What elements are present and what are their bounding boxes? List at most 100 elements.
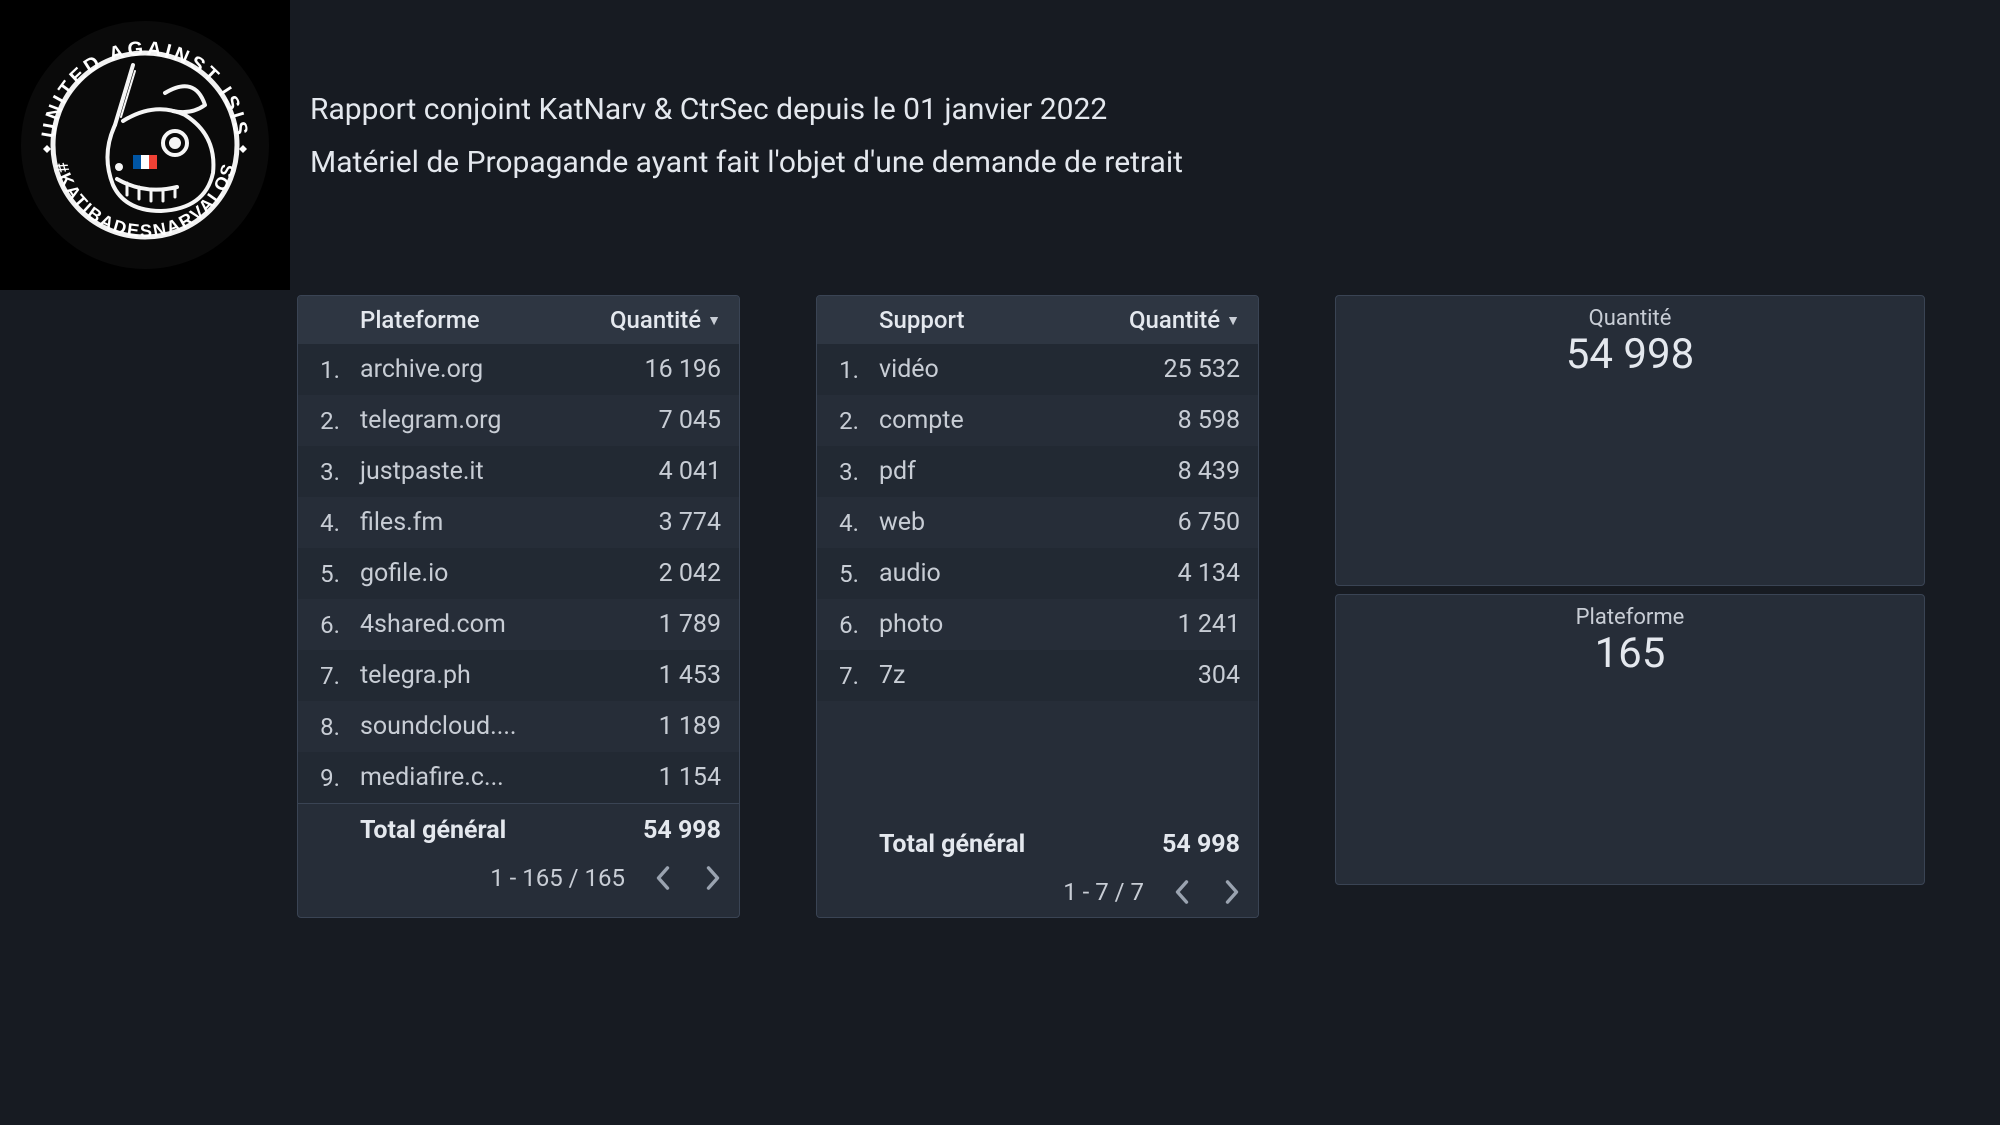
pager: 1 - 165 / 165 <box>298 857 739 903</box>
row-qty: 8 439 <box>1108 457 1258 486</box>
row-rank: 7. <box>298 662 354 690</box>
stat-card-plateforme: Plateforme 165 <box>1335 594 1925 885</box>
pager-range: 1 - 7 / 7 <box>1063 878 1144 906</box>
row-name: justpaste.it <box>354 457 589 486</box>
row-qty: 1 189 <box>589 712 739 741</box>
table-row[interactable]: 9.mediafire.c...1 154 <box>298 752 739 803</box>
next-page-button[interactable] <box>697 862 729 894</box>
sort-desc-icon: ▼ <box>1226 312 1240 329</box>
row-qty: 1 241 <box>1108 610 1258 639</box>
row-name: web <box>873 508 1108 537</box>
panel-support: Support Quantité ▼ 1.vidéo25 5322.compte… <box>816 295 1259 918</box>
stat-label: Plateforme <box>1336 605 1924 630</box>
row-rank: 2. <box>298 407 354 435</box>
col-header-name[interactable]: Plateforme <box>354 306 559 334</box>
stat-label: Quantité <box>1336 306 1924 331</box>
table-row[interactable]: 5.gofile.io2 042 <box>298 548 739 599</box>
total-label: Total général <box>873 830 1108 859</box>
row-rank: 9. <box>298 764 354 792</box>
panel-plateforme: Plateforme Quantité ▼ 1.archive.org16 19… <box>297 295 740 918</box>
row-qty: 1 453 <box>589 661 739 690</box>
stat-value: 165 <box>1336 630 1924 678</box>
row-qty: 304 <box>1108 661 1258 690</box>
row-name: pdf <box>873 457 1108 486</box>
table-total-row: Total général 54 998 <box>298 803 739 857</box>
row-qty: 1 154 <box>589 763 739 792</box>
row-name: telegram.org <box>354 406 589 435</box>
row-rank: 5. <box>817 560 873 588</box>
row-name: gofile.io <box>354 559 589 588</box>
row-qty: 7 045 <box>589 406 739 435</box>
table-row[interactable]: 6.4shared.com1 789 <box>298 599 739 650</box>
table-header: Support Quantité ▼ <box>817 296 1258 344</box>
row-rank: 3. <box>298 458 354 486</box>
row-name: soundcloud.... <box>354 712 589 741</box>
table-body: 1.archive.org16 1962.telegram.org7 0453.… <box>298 344 739 803</box>
row-qty: 6 750 <box>1108 508 1258 537</box>
table-row[interactable]: 7.7z304 <box>817 650 1258 701</box>
dashboard-root: UNITED AGAINST ISIS #KATIBADESNARVALOS <box>0 0 2000 1125</box>
row-qty: 8 598 <box>1108 406 1258 435</box>
table-row[interactable]: 2.compte8 598 <box>817 395 1258 446</box>
row-qty: 4 134 <box>1108 559 1258 588</box>
table-row[interactable]: 7.telegra.ph1 453 <box>298 650 739 701</box>
page-title: Rapport conjoint KatNarv & CtrSec depuis… <box>310 92 1183 127</box>
row-name: 7z <box>873 661 1108 690</box>
pager: 1 - 7 / 7 <box>817 871 1258 917</box>
row-rank: 6. <box>817 611 873 639</box>
sort-desc-icon: ▼ <box>707 312 721 329</box>
table-row[interactable]: 4.files.fm3 774 <box>298 497 739 548</box>
stat-column: Quantité 54 998 Plateforme 165 <box>1335 295 1925 918</box>
table-row[interactable]: 4.web6 750 <box>817 497 1258 548</box>
table-row[interactable]: 6.photo1 241 <box>817 599 1258 650</box>
col-header-qty-label: Quantité <box>610 306 701 334</box>
row-name: photo <box>873 610 1108 639</box>
total-label: Total général <box>354 816 589 845</box>
row-qty: 1 789 <box>589 610 739 639</box>
table-row[interactable]: 1.archive.org16 196 <box>298 344 739 395</box>
table-row[interactable]: 3.pdf8 439 <box>817 446 1258 497</box>
table-row[interactable]: 2.telegram.org7 045 <box>298 395 739 446</box>
pager-range: 1 - 165 / 165 <box>490 864 625 892</box>
row-rank: 4. <box>298 509 354 537</box>
org-logo: UNITED AGAINST ISIS #KATIBADESNARVALOS <box>0 0 290 290</box>
stat-card-quantite: Quantité 54 998 <box>1335 295 1925 586</box>
table-spacer <box>817 701 1258 817</box>
row-name: mediafire.c... <box>354 763 589 792</box>
table-row[interactable]: 3.justpaste.it4 041 <box>298 446 739 497</box>
row-name: compte <box>873 406 1108 435</box>
table-header: Plateforme Quantité ▼ <box>298 296 739 344</box>
total-value: 54 998 <box>1108 830 1258 859</box>
row-rank: 1. <box>817 356 873 384</box>
table-row[interactable]: 1.vidéo25 532 <box>817 344 1258 395</box>
table-total-row: Total général 54 998 <box>817 817 1258 871</box>
stat-value: 54 998 <box>1336 331 1924 379</box>
row-rank: 8. <box>298 713 354 741</box>
row-name: telegra.ph <box>354 661 589 690</box>
row-qty: 25 532 <box>1108 355 1258 384</box>
table-body: 1.vidéo25 5322.compte8 5983.pdf8 4394.we… <box>817 344 1258 701</box>
row-name: files.fm <box>354 508 589 537</box>
row-rank: 5. <box>298 560 354 588</box>
row-name: vidéo <box>873 355 1108 384</box>
page-header: Rapport conjoint KatNarv & CtrSec depuis… <box>310 92 1183 180</box>
row-name: archive.org <box>354 355 589 384</box>
prev-page-button[interactable] <box>1166 876 1198 908</box>
table-row[interactable]: 8.soundcloud....1 189 <box>298 701 739 752</box>
row-qty: 3 774 <box>589 508 739 537</box>
row-rank: 3. <box>817 458 873 486</box>
total-value: 54 998 <box>589 816 739 845</box>
col-header-qty[interactable]: Quantité ▼ <box>1078 306 1258 334</box>
row-rank: 4. <box>817 509 873 537</box>
prev-page-button[interactable] <box>647 862 679 894</box>
row-rank: 2. <box>817 407 873 435</box>
row-name: audio <box>873 559 1108 588</box>
next-page-button[interactable] <box>1216 876 1248 908</box>
row-qty: 4 041 <box>589 457 739 486</box>
col-header-name[interactable]: Support <box>873 306 1078 334</box>
table-row[interactable]: 5.audio4 134 <box>817 548 1258 599</box>
row-qty: 16 196 <box>589 355 739 384</box>
col-header-qty[interactable]: Quantité ▼ <box>559 306 739 334</box>
col-header-qty-label: Quantité <box>1129 306 1220 334</box>
row-rank: 7. <box>817 662 873 690</box>
